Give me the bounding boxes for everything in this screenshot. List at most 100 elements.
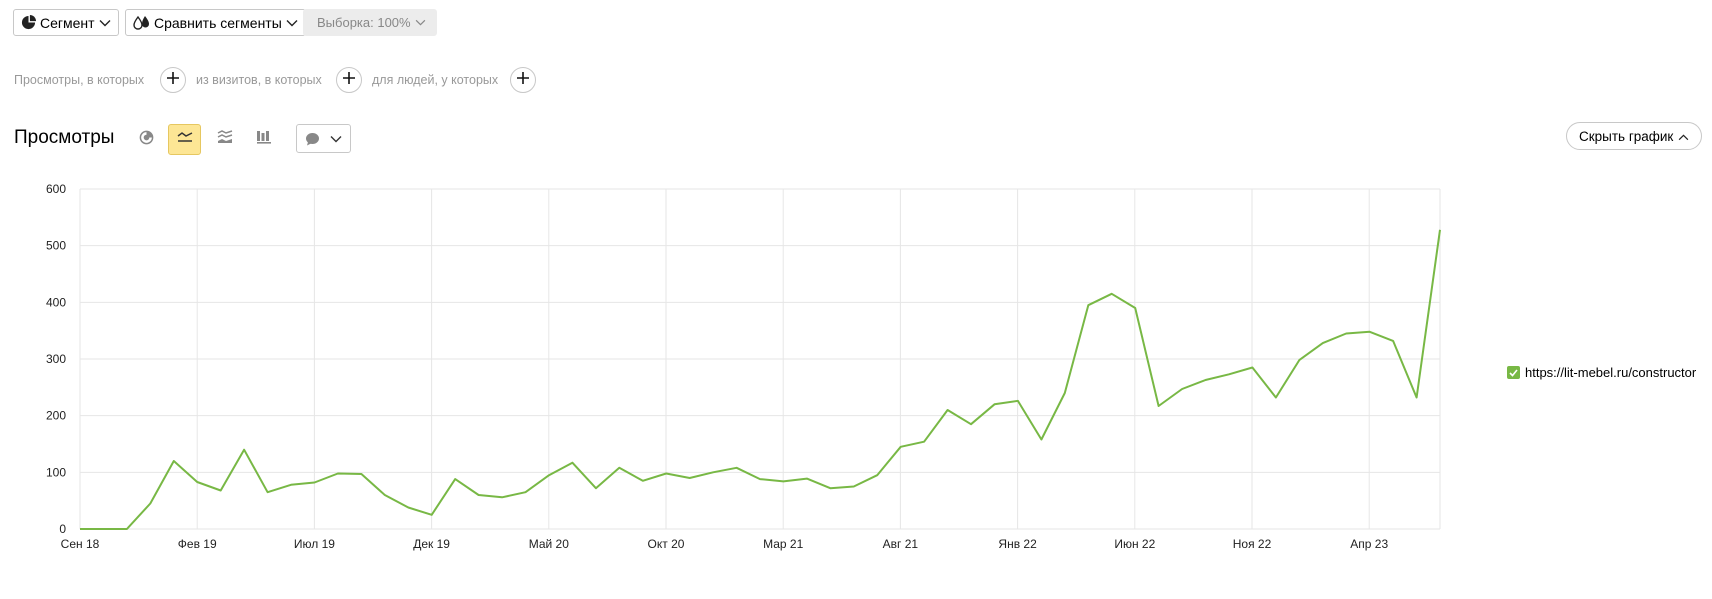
data-point [1227, 372, 1231, 376]
x-tick-label: Фев 19 [178, 537, 217, 551]
plus-icon [343, 71, 355, 89]
data-point [1391, 339, 1395, 343]
data-point [101, 527, 105, 531]
series-line [80, 229, 1441, 530]
add-visits-filter-button[interactable] [336, 67, 362, 93]
segment-label: Сегмент [40, 14, 95, 31]
data-point [969, 422, 973, 426]
data-point [641, 479, 645, 483]
add-people-filter-button[interactable] [510, 67, 536, 93]
hide-chart-label: Скрыть график [1579, 128, 1674, 144]
data-point [688, 476, 692, 480]
y-tick-label: 100 [46, 465, 66, 479]
chevron-down-icon [99, 19, 111, 27]
data-point [1204, 378, 1208, 382]
data-point [453, 477, 457, 481]
checkmark-icon [1509, 365, 1518, 380]
drops-icon [133, 15, 150, 30]
plus-icon [517, 71, 529, 89]
sample-button[interactable]: Выборка: 100% [303, 9, 437, 36]
bar-icon [256, 130, 272, 149]
legend-series-name: https://lit-mebel.ru/constructor [1525, 365, 1697, 380]
plus-icon [167, 71, 179, 89]
visits-filter-label: из визитов, в которых [196, 73, 322, 87]
y-tick-label: 0 [59, 522, 66, 536]
view-area-button[interactable] [208, 124, 241, 155]
x-tick-label: Июл 19 [294, 537, 335, 551]
data-point [828, 486, 832, 490]
data-point [1039, 437, 1043, 441]
data-point [125, 527, 129, 531]
sample-label: Выборка: 100% [317, 15, 411, 30]
data-point [1086, 303, 1090, 307]
compare-label: Сравнить сегменты [154, 14, 282, 31]
y-tick-label: 600 [46, 182, 66, 196]
data-point [992, 402, 996, 406]
x-tick-label: Мар 21 [763, 537, 803, 551]
data-point [242, 448, 246, 452]
data-point [266, 490, 270, 494]
view-pie-button[interactable] [130, 124, 163, 155]
data-point [336, 471, 340, 475]
report-title: Просмотры [14, 127, 115, 148]
data-point [1438, 228, 1442, 232]
x-tick-label: Май 20 [529, 537, 570, 551]
comment-icon [305, 132, 320, 146]
data-point [195, 480, 199, 484]
data-point [617, 466, 621, 470]
chevron-down-icon [330, 135, 342, 143]
people-filter-label: для людей, у которых [372, 73, 499, 87]
y-tick-label: 500 [46, 239, 66, 253]
data-point [406, 505, 410, 509]
x-tick-label: Дек 19 [413, 537, 450, 551]
hide-chart-button[interactable]: Скрыть график [1566, 122, 1703, 150]
data-point [1250, 366, 1254, 370]
data-point [430, 513, 434, 517]
line-icon [177, 130, 193, 149]
annotations-button[interactable] [296, 124, 351, 153]
data-point [664, 471, 668, 475]
data-point [1110, 292, 1114, 296]
data-point [547, 473, 551, 477]
data-point [781, 479, 785, 483]
x-tick-label: Июн 22 [1114, 537, 1155, 551]
segment-button[interactable]: Сегмент [13, 9, 119, 36]
data-point [758, 477, 762, 481]
data-point [1321, 341, 1325, 345]
view-line-button[interactable] [168, 124, 201, 155]
data-point [875, 473, 879, 477]
x-tick-label: Апр 23 [1350, 537, 1388, 551]
data-point [1180, 387, 1184, 391]
pie-icon [139, 130, 154, 150]
data-point [1344, 332, 1348, 336]
data-point [477, 493, 481, 497]
data-point [805, 477, 809, 481]
view-bar-button[interactable] [247, 124, 280, 155]
x-tick-label: Авг 21 [883, 537, 919, 551]
data-point [312, 481, 316, 485]
data-point [148, 502, 152, 506]
views-filter-label: Просмотры, в которых [14, 73, 145, 87]
data-point [735, 466, 739, 470]
area-icon [217, 130, 233, 149]
data-point [219, 488, 223, 492]
compare-segments-button[interactable]: Сравнить сегменты [125, 9, 306, 36]
data-point [524, 490, 528, 494]
data-point [1157, 404, 1161, 408]
data-point [570, 461, 574, 465]
x-tick-label: Окт 20 [648, 537, 685, 551]
chevron-up-icon [1678, 129, 1689, 144]
data-point [78, 527, 82, 531]
data-point [1368, 330, 1372, 334]
y-tick-label: 200 [46, 409, 66, 423]
add-views-filter-button[interactable] [160, 67, 186, 93]
data-point [946, 408, 950, 412]
data-point [1297, 358, 1301, 362]
data-point [899, 445, 903, 449]
data-point [1016, 399, 1020, 403]
legend-checkbox[interactable] [1507, 366, 1520, 379]
data-point [1274, 396, 1278, 400]
y-tick-label: 300 [46, 352, 66, 366]
data-point [289, 483, 293, 487]
data-point [359, 472, 363, 476]
